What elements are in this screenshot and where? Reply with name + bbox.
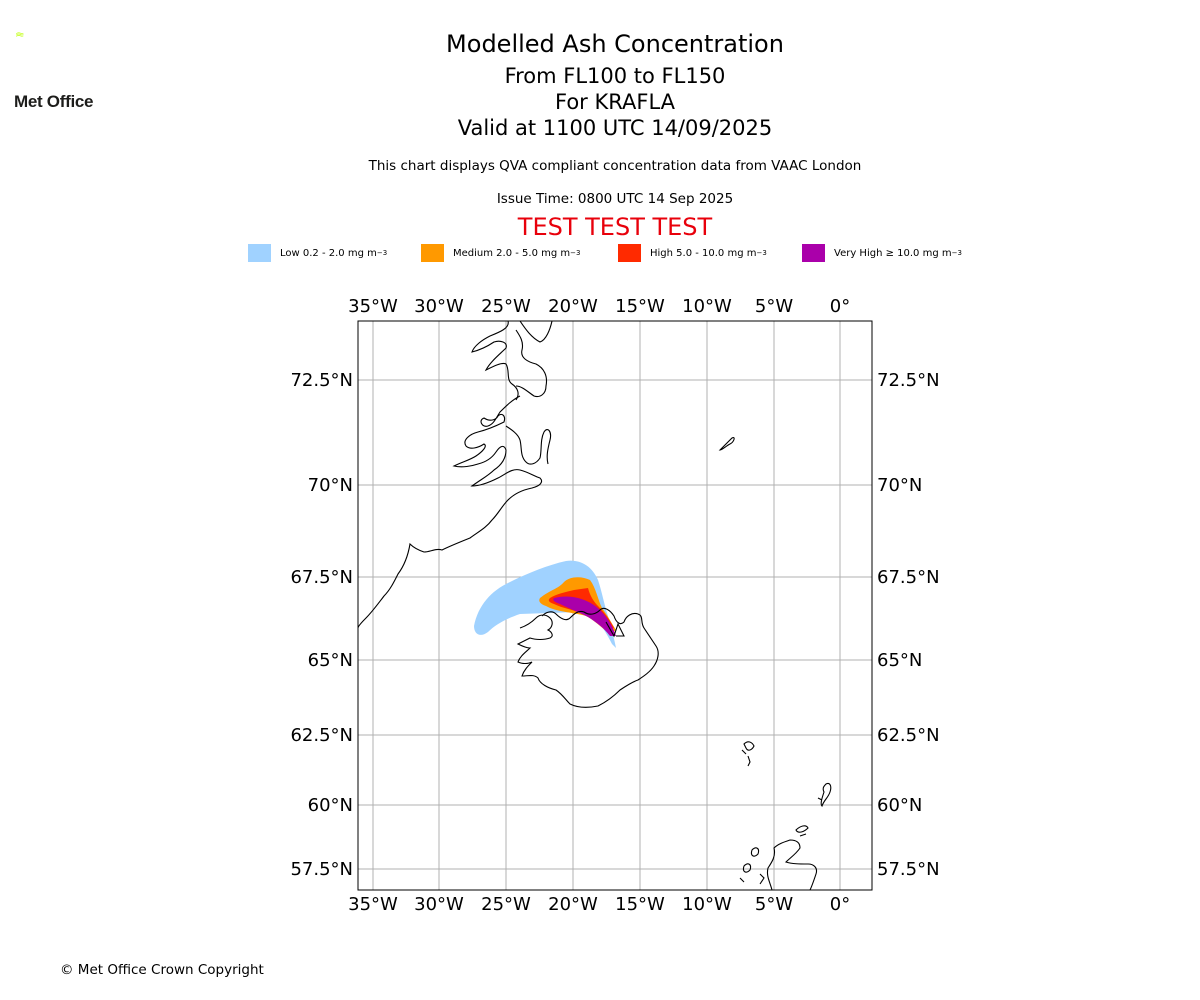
chart-subtitle: This chart displays QVA compliant concen… xyxy=(368,158,862,174)
copyright-notice: © Met Office Crown Copyright xyxy=(60,962,264,978)
lat-label-right-57-5n: 57.5°N xyxy=(877,859,940,880)
lon-label-top-20w: 20°W xyxy=(548,296,598,317)
legend-unit-medium: −3 xyxy=(570,249,581,257)
legend-swatch-low xyxy=(248,244,271,262)
valid-time: Valid at 1100 UTC 14/09/2025 xyxy=(457,116,773,140)
lon-label-bottom-25w: 25°W xyxy=(481,894,531,915)
iceland-coast xyxy=(516,607,659,708)
lon-label-top-0: 0° xyxy=(830,296,850,317)
legend-swatch-very-high xyxy=(802,244,825,262)
test-banner: TEST TEST TEST xyxy=(517,213,713,241)
ash-plume xyxy=(474,560,616,648)
lat-label-left-72-5n: 72.5°N xyxy=(290,370,353,391)
lon-label-top-10w: 10°W xyxy=(682,296,732,317)
lat-label-right-67-5n: 67.5°N xyxy=(877,567,940,588)
legend-item-very-high: Very High ≥ 10.0 mg m −3 xyxy=(802,244,962,262)
shetland-coast xyxy=(817,782,832,808)
legend-label-low: Low 0.2 - 2.0 mg m xyxy=(280,247,377,259)
legend-unit-low: −3 xyxy=(376,249,388,257)
issue-time: Issue Time: 0800 UTC 14 Sep 2025 xyxy=(496,191,734,207)
orkney-coast xyxy=(795,825,809,837)
lat-label-right-65n: 65°N xyxy=(877,650,922,671)
faroe-islands-coast xyxy=(741,741,755,767)
map-gridlines xyxy=(358,321,872,890)
legend-label-high: High 5.0 - 10.0 mg m xyxy=(650,247,757,259)
legend-label-very-high: Very High ≥ 10.0 mg m xyxy=(834,247,952,259)
lat-label-left-70n: 70°N xyxy=(308,475,353,496)
legend-item-high: High 5.0 - 10.0 mg m −3 xyxy=(618,244,767,262)
lon-label-bottom-20w: 20°W xyxy=(548,894,598,915)
lon-label-top-25w: 25°W xyxy=(481,296,531,317)
lat-label-left-62-5n: 62.5°N xyxy=(290,725,353,746)
lon-label-bottom-15w: 15°W xyxy=(615,894,665,915)
lon-label-top-30w: 30°W xyxy=(414,296,464,317)
legend-unit-high: −3 xyxy=(756,249,767,257)
lon-labels-bottom: 35°W 30°W 25°W 20°W 15°W 10°W 5°W 0° xyxy=(348,894,850,915)
greenland-coast xyxy=(471,321,553,401)
volcano-name: For KRAFLA xyxy=(555,90,675,114)
legend-item-medium: Medium 2.0 - 5.0 mg m −3 xyxy=(421,244,580,262)
legend-label-medium: Medium 2.0 - 5.0 mg m xyxy=(453,247,571,259)
lon-label-top-5w: 5°W xyxy=(755,296,793,317)
lat-label-left-60n: 60°N xyxy=(308,795,353,816)
scotland-coast xyxy=(739,839,818,890)
legend-unit-very-high: −3 xyxy=(951,249,962,257)
lat-label-right-62-5n: 62.5°N xyxy=(877,725,940,746)
lon-label-bottom-10w: 10°W xyxy=(682,894,732,915)
lon-label-top-35w: 35°W xyxy=(348,296,398,317)
met-office-logo-text: Met Office xyxy=(14,92,94,111)
lon-label-bottom-35w: 35°W xyxy=(348,894,398,915)
lon-label-top-15w: 15°W xyxy=(615,296,665,317)
lon-labels-top: 35°W 30°W 25°W 20°W 15°W 10°W 5°W 0° xyxy=(348,296,850,317)
lat-label-right-60n: 60°N xyxy=(877,795,922,816)
legend-swatch-high xyxy=(618,244,641,262)
lat-label-left-67-5n: 67.5°N xyxy=(290,567,353,588)
coastlines xyxy=(358,321,832,890)
chart-title: Modelled Ash Concentration xyxy=(446,30,784,58)
met-office-waves-icon xyxy=(16,32,24,37)
lat-label-left-65n: 65°N xyxy=(308,650,353,671)
lon-label-bottom-5w: 5°W xyxy=(755,894,793,915)
lat-labels-left: 72.5°N 70°N 67.5°N 65°N 62.5°N 60°N 57.5… xyxy=(290,370,353,880)
legend-swatch-medium xyxy=(421,244,444,262)
lat-labels-right: 72.5°N 70°N 67.5°N 65°N 62.5°N 60°N 57.5… xyxy=(877,370,940,880)
met-office-logo xyxy=(16,32,24,37)
lat-label-left-57-5n: 57.5°N xyxy=(290,859,353,880)
lon-label-bottom-30w: 30°W xyxy=(414,894,464,915)
jan-mayen-coast xyxy=(718,437,735,451)
legend-item-low: Low 0.2 - 2.0 mg m −3 xyxy=(248,244,387,262)
lat-label-right-70n: 70°N xyxy=(877,475,922,496)
map-frame xyxy=(357,320,873,891)
ash-very-high-area xyxy=(553,596,616,636)
lat-label-right-72-5n: 72.5°N xyxy=(877,370,940,391)
lon-label-bottom-0: 0° xyxy=(830,894,850,915)
flight-levels: From FL100 to FL150 xyxy=(504,64,726,88)
